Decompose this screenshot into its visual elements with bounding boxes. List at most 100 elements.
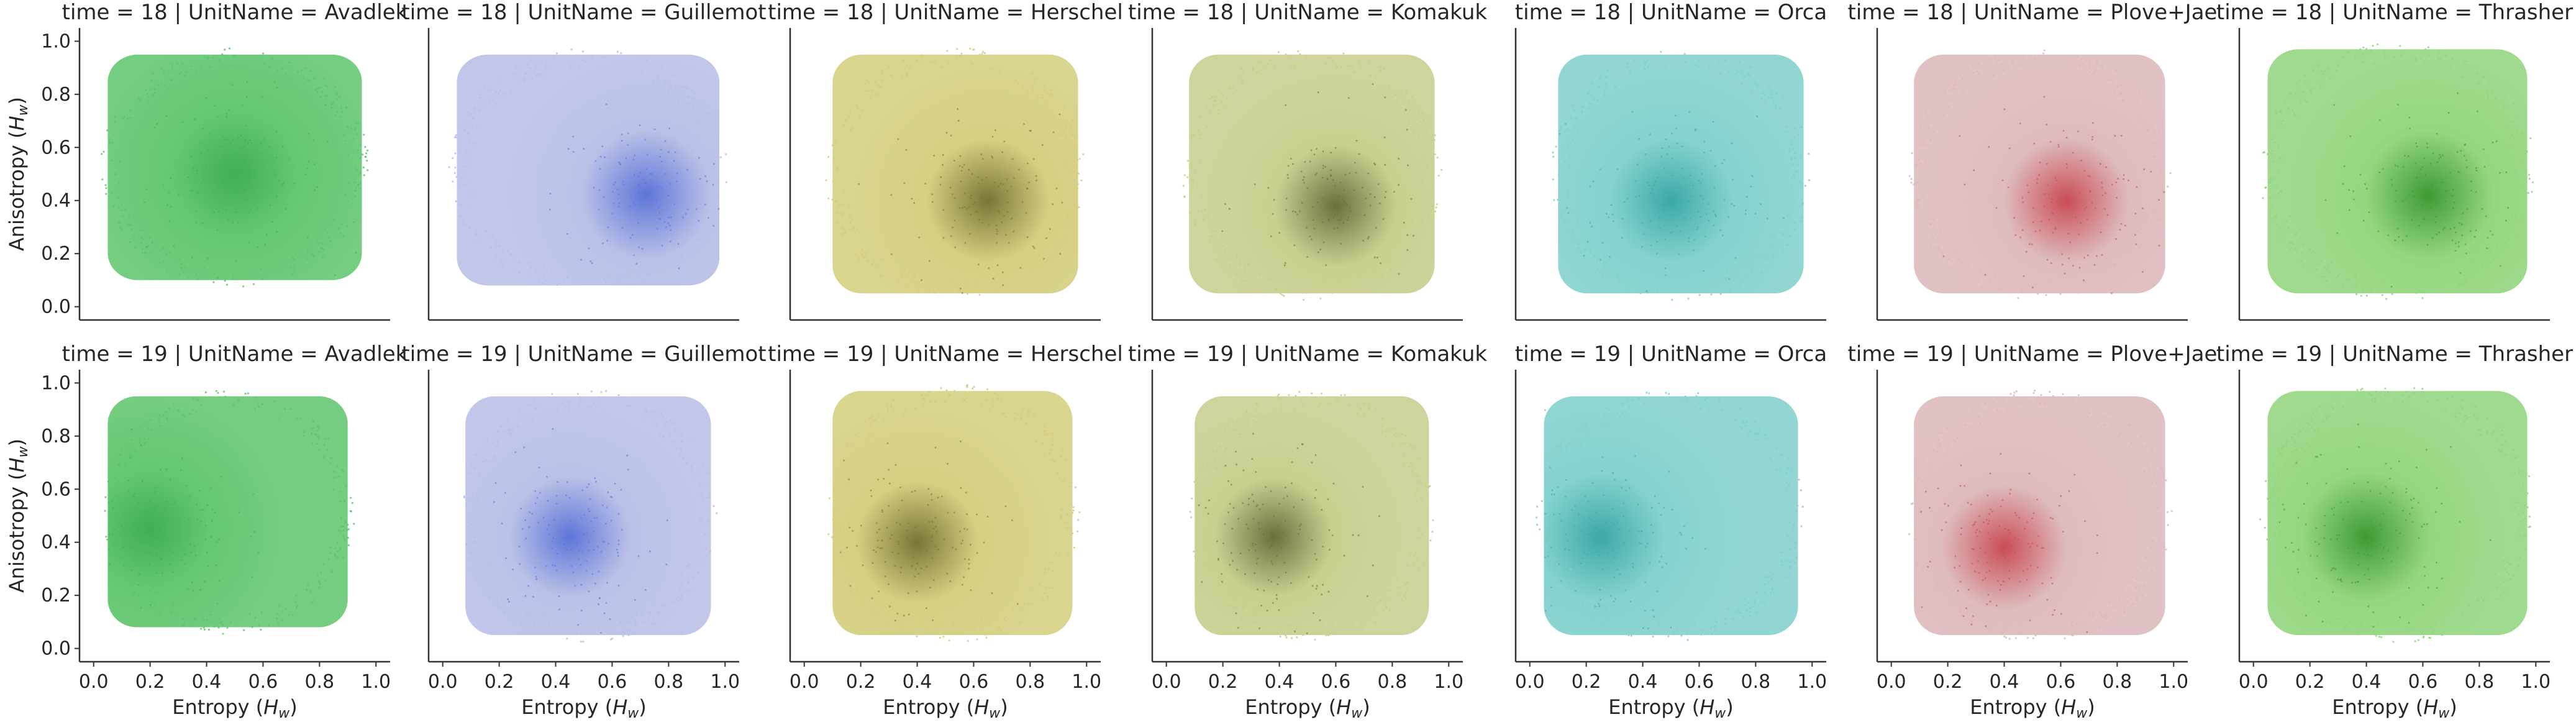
data-point	[963, 528, 965, 530]
data-point	[1741, 264, 1742, 266]
data-point	[1226, 98, 1228, 100]
data-point	[130, 514, 132, 516]
x-tick-label: 0.0	[1152, 671, 1181, 693]
data-point	[1684, 53, 1686, 55]
data-point	[2416, 292, 2418, 294]
data-point	[235, 260, 237, 262]
data-point	[720, 156, 722, 158]
data-point	[2449, 67, 2451, 69]
data-point	[1236, 257, 1238, 258]
data-point	[1012, 158, 1014, 160]
data-point	[853, 227, 855, 229]
data-point	[1640, 277, 1642, 279]
data-point	[670, 86, 671, 88]
data-point	[1929, 223, 1931, 225]
data-point	[2329, 78, 2331, 80]
data-point	[545, 65, 547, 67]
data-point	[112, 480, 114, 482]
data-point	[276, 131, 278, 133]
data-point	[178, 273, 180, 275]
data-point	[973, 628, 975, 629]
data-point	[653, 623, 655, 625]
x-axis-label: Entropy (Hw)	[521, 695, 647, 719]
data-point	[881, 79, 883, 81]
data-point	[675, 258, 677, 260]
data-point	[360, 183, 362, 185]
data-point	[1791, 144, 1793, 145]
data-point	[489, 461, 491, 463]
data-point	[1302, 179, 1304, 181]
data-point	[1382, 218, 1384, 220]
data-point	[243, 162, 245, 164]
data-point	[543, 517, 545, 519]
data-point	[1418, 135, 1419, 137]
data-point	[1001, 400, 1003, 401]
data-point	[220, 476, 222, 478]
data-point	[2083, 257, 2085, 258]
data-point	[2521, 212, 2523, 214]
data-point	[658, 212, 660, 214]
data-point	[840, 552, 842, 554]
data-point	[304, 67, 306, 69]
data-point	[1007, 211, 1009, 212]
data-point	[1655, 286, 1657, 288]
data-point	[1252, 518, 1254, 519]
data-point	[1273, 408, 1275, 410]
data-point	[558, 595, 560, 597]
data-point	[150, 419, 152, 421]
data-point	[540, 622, 542, 624]
data-point	[1295, 395, 1296, 397]
data-point	[2155, 567, 2157, 569]
data-point	[874, 419, 876, 421]
data-point	[986, 388, 988, 390]
data-point	[2430, 207, 2432, 209]
data-point	[1962, 78, 1964, 80]
data-point	[1590, 94, 1592, 96]
data-point	[229, 196, 231, 198]
data-point	[875, 93, 877, 95]
data-point	[343, 529, 345, 531]
data-point	[1993, 75, 1995, 76]
data-point	[1739, 406, 1741, 408]
data-point	[1432, 205, 1434, 207]
data-point	[1790, 560, 1791, 562]
data-point	[2135, 244, 2137, 245]
data-point	[345, 140, 347, 142]
data-point	[139, 441, 140, 443]
data-point	[317, 436, 319, 437]
data-point	[1913, 183, 1914, 185]
data-point	[941, 495, 943, 497]
data-point	[2487, 94, 2488, 96]
data-point	[366, 150, 368, 152]
data-point	[1362, 278, 1364, 280]
data-point	[650, 623, 652, 624]
data-point	[660, 272, 662, 274]
data-point	[2459, 272, 2461, 274]
data-point	[219, 59, 221, 61]
data-point	[1398, 184, 1400, 186]
data-point	[2088, 67, 2090, 69]
y-axis-label-symbol: H	[5, 457, 29, 472]
data-point	[1961, 600, 1963, 602]
data-point	[2277, 170, 2279, 171]
data-point	[2326, 280, 2328, 281]
data-point	[2521, 133, 2523, 135]
data-point	[1217, 89, 1219, 91]
data-point	[535, 576, 537, 578]
data-point	[1755, 213, 1757, 215]
data-point	[313, 77, 315, 79]
data-point	[2026, 251, 2028, 253]
data-point	[335, 547, 337, 549]
data-point	[1229, 266, 1231, 268]
data-point	[899, 572, 901, 573]
data-point	[840, 226, 842, 228]
data-point	[1614, 598, 1616, 600]
data-point	[1229, 88, 1231, 89]
data-point	[2442, 229, 2444, 231]
data-point	[617, 206, 619, 208]
data-point	[129, 454, 131, 456]
data-point	[480, 96, 481, 98]
data-point	[896, 613, 898, 615]
data-point	[1561, 158, 1563, 160]
data-point	[539, 280, 540, 282]
